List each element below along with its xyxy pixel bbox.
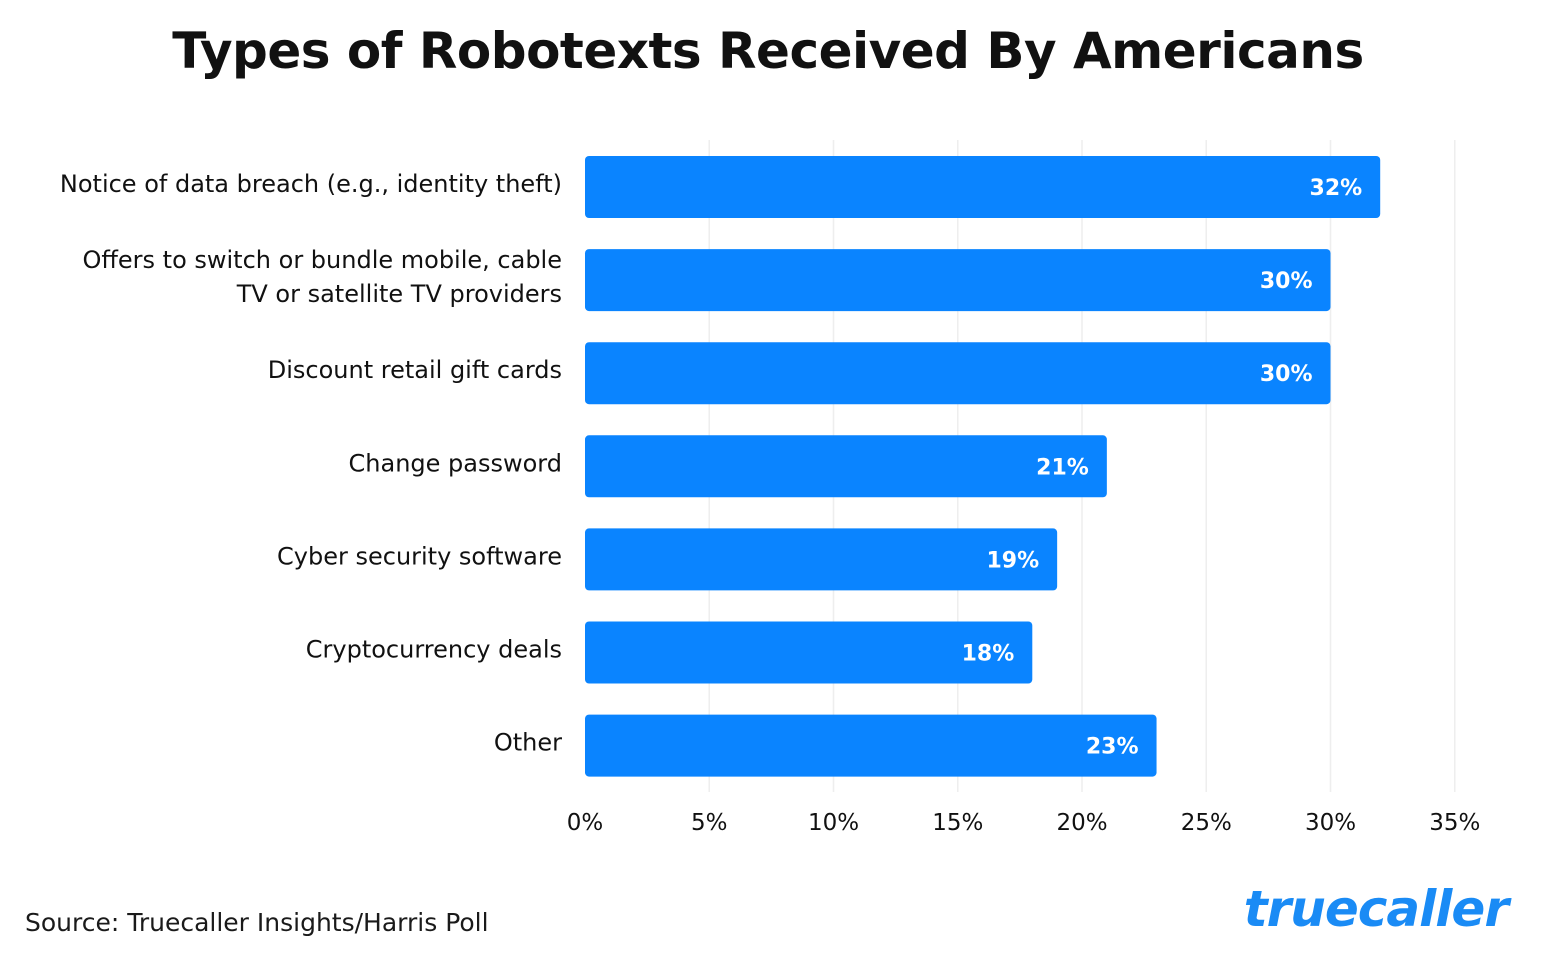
category-label: Change password (349, 449, 562, 477)
x-tick-label: 25% (1181, 810, 1232, 836)
x-tick-label: 0% (567, 810, 604, 836)
x-tick-label: 15% (932, 810, 983, 836)
bar-value-label: 32% (1310, 176, 1363, 201)
bar (585, 528, 1058, 591)
bar-value-label: 30% (1260, 269, 1313, 294)
category-label: Cyber security software (277, 542, 562, 570)
bar (585, 435, 1107, 498)
truecaller-logo: truecaller (1243, 880, 1509, 938)
bar-value-label: 18% (962, 642, 1015, 667)
category-label: Other (494, 729, 562, 757)
x-tick-label: 20% (1056, 810, 1107, 836)
category-label: Cryptocurrency deals (306, 636, 562, 664)
bar (585, 342, 1331, 405)
category-label: Discount retail gift cards (268, 356, 562, 384)
category-label: Offers to switch or bundle mobile, cable (82, 246, 562, 274)
bar-value-label: 23% (1086, 735, 1139, 760)
category-label: TV or satellite TV providers (236, 280, 562, 308)
chart-title: Types of Robotexts Received By Americans (172, 22, 1364, 80)
bar-value-label: 19% (986, 548, 1039, 573)
x-tick-label: 35% (1429, 810, 1480, 836)
source-note: Source: Truecaller Insights/Harris Poll (25, 908, 489, 937)
x-tick-label: 10% (808, 810, 859, 836)
bar-value-label: 30% (1260, 362, 1313, 387)
bar (585, 156, 1381, 218)
bar (585, 621, 1033, 684)
bar (585, 714, 1157, 777)
category-label: Notice of data breach (e.g., identity th… (60, 170, 562, 198)
bar-value-label: 21% (1036, 455, 1089, 480)
x-tick-label: 30% (1305, 810, 1356, 836)
bar (585, 249, 1331, 312)
x-tick-label: 5% (691, 810, 728, 836)
